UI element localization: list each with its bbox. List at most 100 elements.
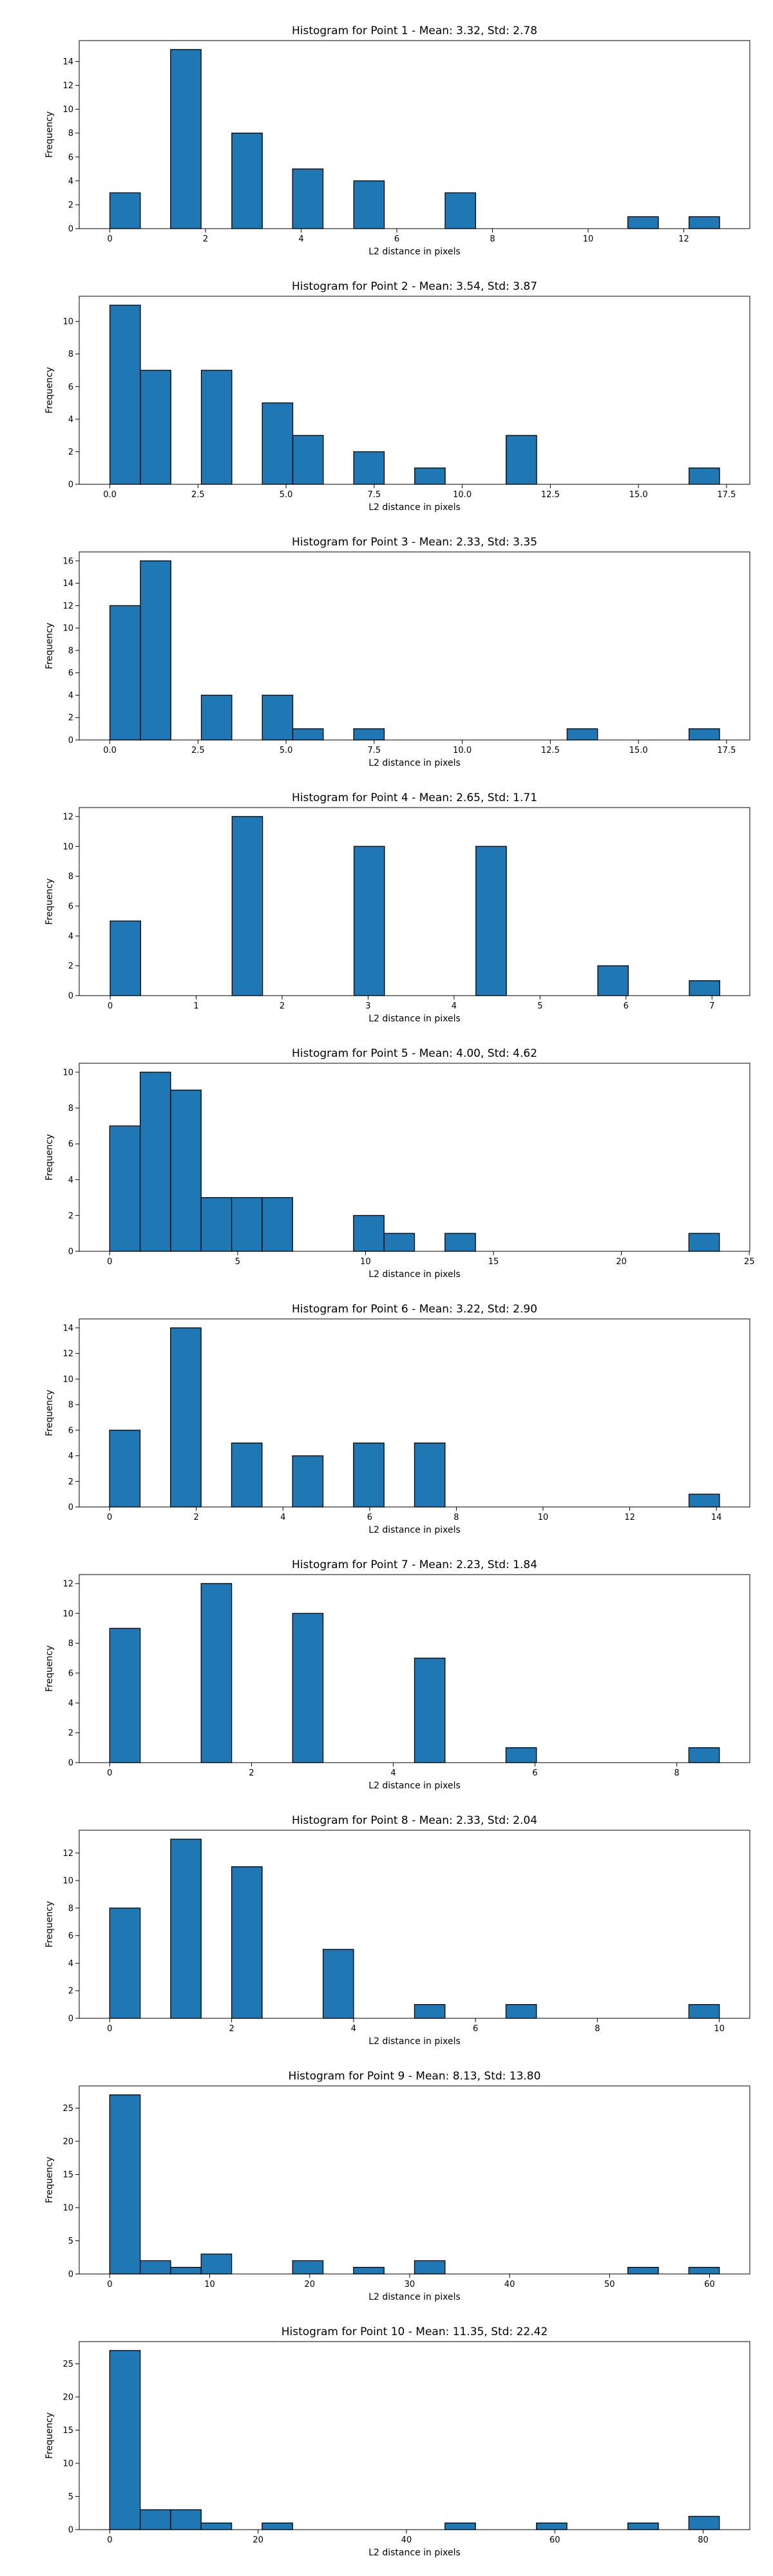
x-tick-label: 6 bbox=[394, 234, 399, 244]
y-tick-label: 14 bbox=[62, 1323, 73, 1333]
x-tick-label: 0.0 bbox=[103, 746, 117, 755]
chart-title: Histogram for Point 10 - Mean: 11.35, St… bbox=[282, 2325, 548, 2338]
plot-frame bbox=[79, 551, 750, 741]
y-tick-label: 0 bbox=[68, 736, 73, 746]
histogram-bar bbox=[170, 1090, 202, 1252]
y-tick-label: 8 bbox=[68, 1401, 73, 1410]
chart-title: Histogram for Point 4 - Mean: 2.65, Std:… bbox=[292, 791, 537, 804]
x-tick-label: 2.5 bbox=[191, 746, 205, 755]
x-tick-label: 4 bbox=[390, 1768, 396, 1778]
chart-title: Histogram for Point 1 - Mean: 3.32, Std:… bbox=[292, 24, 537, 37]
histogram-bar bbox=[109, 2094, 141, 2275]
y-axis-label: Frequency bbox=[44, 623, 55, 669]
x-axis-label: L2 distance in pixels bbox=[368, 502, 461, 513]
y-tick-label: 10 bbox=[62, 317, 73, 327]
histogram-bar bbox=[262, 402, 294, 485]
x-tick-label: 20 bbox=[616, 1257, 627, 1267]
histogram-bar bbox=[414, 2003, 446, 2019]
x-tick-label: 30 bbox=[405, 2280, 415, 2289]
y-tick-label: 2 bbox=[68, 1728, 73, 1738]
histogram-bar bbox=[353, 846, 385, 996]
x-tick-label: 7.5 bbox=[368, 490, 381, 500]
x-tick-label: 20 bbox=[253, 2535, 263, 2545]
histogram-bar bbox=[353, 451, 385, 485]
x-tick-label: 10 bbox=[583, 234, 594, 244]
y-tick-label: 2 bbox=[68, 200, 73, 210]
histogram-bar bbox=[688, 468, 720, 485]
histogram-bar bbox=[200, 2523, 233, 2530]
histogram-bar bbox=[292, 1455, 324, 1508]
x-tick-label: 8 bbox=[490, 234, 495, 244]
histogram-bar bbox=[353, 180, 385, 229]
y-tick-label: 8 bbox=[68, 129, 73, 138]
y-tick-label: 16 bbox=[62, 556, 73, 566]
histogram-bar bbox=[688, 1493, 720, 1508]
x-tick-label: 2.5 bbox=[191, 490, 205, 500]
y-tick-label: 8 bbox=[68, 646, 73, 656]
chart-panel-4: Histogram for Point 4 - Mean: 2.65, Std:… bbox=[44, 791, 750, 1024]
y-tick-label: 5 bbox=[68, 2492, 73, 2502]
histogram-bar bbox=[200, 2253, 233, 2275]
y-tick-label: 2 bbox=[68, 714, 73, 723]
x-tick-label: 0 bbox=[107, 1768, 112, 1778]
x-tick-label: 2 bbox=[194, 1513, 199, 1522]
x-tick-label: 6 bbox=[367, 1513, 372, 1522]
plot-frame bbox=[79, 1318, 750, 1508]
y-tick-label: 0 bbox=[68, 1759, 73, 1768]
y-tick-label: 4 bbox=[68, 1175, 73, 1185]
x-tick-label: 5.0 bbox=[280, 490, 293, 500]
x-axis-label: L2 distance in pixels bbox=[368, 2292, 461, 2302]
x-tick-label: 0 bbox=[107, 1257, 112, 1267]
y-tick-label: 8 bbox=[68, 350, 73, 359]
histogram-bar bbox=[139, 1072, 171, 1252]
histogram-bar bbox=[292, 168, 324, 229]
y-tick-label: 10 bbox=[62, 842, 73, 852]
y-tick-label: 5 bbox=[68, 2237, 73, 2246]
x-tick-label: 15.0 bbox=[629, 490, 648, 500]
histogram-bar bbox=[109, 1430, 141, 1508]
histogram-bar bbox=[139, 2260, 171, 2275]
y-axis-label: Frequency bbox=[44, 1390, 55, 1436]
plot-frame bbox=[79, 2085, 750, 2275]
histogram-bar bbox=[414, 2260, 446, 2275]
histogram-bar bbox=[110, 920, 142, 996]
histogram-bar bbox=[688, 2515, 720, 2530]
histogram-bar bbox=[505, 1747, 537, 1763]
x-tick-label: 12 bbox=[678, 234, 689, 244]
x-tick-label: 8 bbox=[453, 1513, 459, 1522]
x-tick-label: 6 bbox=[532, 1768, 537, 1778]
y-tick-label: 0 bbox=[68, 2014, 73, 2024]
y-tick-label: 2 bbox=[68, 961, 73, 971]
histogram-bar bbox=[262, 1197, 293, 1252]
x-tick-label: 60 bbox=[549, 2535, 560, 2545]
x-tick-label: 2 bbox=[229, 2024, 234, 2034]
chart-panel-5: Histogram for Point 5 - Mean: 4.00, Std:… bbox=[44, 1047, 754, 1280]
x-axis-label: L2 distance in pixels bbox=[368, 247, 461, 257]
histogram-bar bbox=[566, 728, 598, 741]
x-tick-label: 15.0 bbox=[629, 746, 648, 755]
y-tick-label: 6 bbox=[68, 1931, 73, 1941]
histogram-bar bbox=[200, 694, 233, 741]
x-tick-label: 8 bbox=[595, 2024, 600, 2034]
y-tick-label: 12 bbox=[62, 1849, 73, 1859]
histogram-bar bbox=[109, 1908, 141, 2019]
y-tick-label: 0 bbox=[68, 225, 73, 234]
chart-title: Histogram for Point 7 - Mean: 2.23, Std:… bbox=[292, 1558, 537, 1571]
histogram-bar bbox=[292, 728, 324, 741]
y-tick-label: 4 bbox=[68, 691, 73, 701]
x-tick-label: 20 bbox=[304, 2280, 315, 2289]
y-tick-label: 0 bbox=[68, 1503, 73, 1513]
y-axis-label: Frequency bbox=[44, 367, 55, 413]
y-tick-label: 4 bbox=[68, 176, 73, 186]
histogram-bar bbox=[231, 133, 263, 229]
chart-panel-7: Histogram for Point 7 - Mean: 2.23, Std:… bbox=[44, 1558, 750, 1791]
x-tick-label: 4 bbox=[452, 1001, 457, 1011]
histogram-bar bbox=[170, 1327, 202, 1508]
y-tick-label: 12 bbox=[62, 812, 73, 822]
y-tick-label: 10 bbox=[62, 624, 73, 634]
chart-panel-1: Histogram for Point 1 - Mean: 3.32, Std:… bbox=[44, 24, 750, 257]
y-tick-label: 20 bbox=[62, 2137, 73, 2147]
histogram-bar bbox=[383, 1233, 415, 1252]
histogram-bar bbox=[353, 1443, 385, 1508]
